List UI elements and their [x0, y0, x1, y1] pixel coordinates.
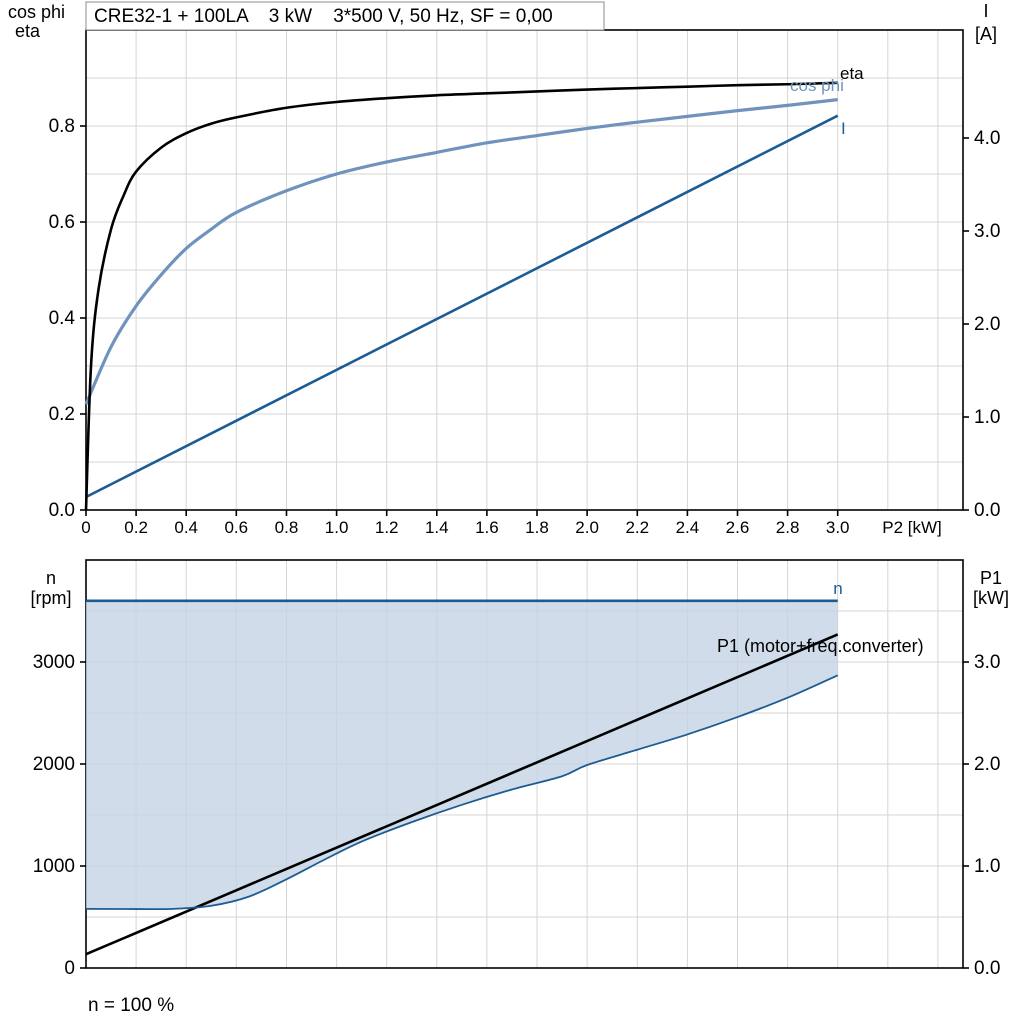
svg-text:I: I	[841, 119, 846, 138]
svg-text:0.2: 0.2	[49, 404, 75, 425]
svg-text:2.0: 2.0	[974, 754, 1000, 775]
svg-text:3000: 3000	[33, 652, 75, 673]
svg-text:3.0: 3.0	[974, 652, 1000, 673]
svg-text:n: n	[46, 568, 56, 588]
svg-text:1000: 1000	[33, 856, 75, 877]
svg-text:0.2: 0.2	[124, 518, 148, 537]
svg-text:1.0: 1.0	[974, 407, 1000, 428]
svg-text:1.6: 1.6	[475, 518, 499, 537]
svg-text:eta: eta	[15, 21, 41, 41]
svg-text:0.4: 0.4	[174, 518, 198, 537]
svg-text:0.0: 0.0	[974, 958, 1000, 979]
svg-text:P1 (motor+freq.converter): P1 (motor+freq.converter)	[717, 636, 924, 656]
svg-text:1.8: 1.8	[525, 518, 549, 537]
svg-text:0.8: 0.8	[49, 116, 75, 137]
svg-text:2.6: 2.6	[726, 518, 750, 537]
svg-text:2.8: 2.8	[776, 518, 800, 537]
svg-text:2.4: 2.4	[676, 518, 700, 537]
svg-text:cos phi: cos phi	[8, 2, 65, 22]
svg-text:1.0: 1.0	[325, 518, 349, 537]
svg-text:2.0: 2.0	[974, 314, 1000, 335]
svg-text:2.0: 2.0	[575, 518, 599, 537]
svg-text:3.0: 3.0	[974, 221, 1000, 242]
svg-text:n = 100 %: n = 100 %	[88, 995, 174, 1016]
svg-text:0.8: 0.8	[275, 518, 299, 537]
svg-text:I: I	[983, 1, 988, 21]
svg-text:0.0: 0.0	[49, 500, 75, 521]
svg-text:0.6: 0.6	[49, 212, 75, 233]
svg-text:0.6: 0.6	[224, 518, 248, 537]
svg-text:1.2: 1.2	[375, 518, 399, 537]
svg-text:1.0: 1.0	[974, 856, 1000, 877]
svg-text:[kW]: [kW]	[973, 588, 1009, 608]
svg-text:0.0: 0.0	[974, 500, 1000, 521]
svg-text:3.0: 3.0	[826, 518, 850, 537]
svg-text:[A]: [A]	[975, 24, 997, 44]
svg-text:P1: P1	[980, 568, 1002, 588]
svg-text:n: n	[833, 579, 842, 598]
svg-text:cos phi: cos phi	[790, 76, 844, 95]
svg-text:P2 [kW]: P2 [kW]	[882, 518, 942, 537]
svg-text:[rpm]: [rpm]	[30, 588, 71, 608]
svg-text:0: 0	[64, 958, 75, 979]
svg-text:0: 0	[81, 518, 90, 537]
svg-text:CRE32-1 + 100LA 3 kW 3*5: CRE32-1 + 100LA 3 kW 3*500 V, 50 Hz, SF …	[94, 6, 553, 27]
svg-text:1.4: 1.4	[425, 518, 449, 537]
svg-text:2000: 2000	[33, 754, 75, 775]
svg-text:4.0: 4.0	[974, 128, 1000, 149]
svg-text:2.2: 2.2	[625, 518, 649, 537]
svg-text:0.4: 0.4	[49, 308, 76, 329]
